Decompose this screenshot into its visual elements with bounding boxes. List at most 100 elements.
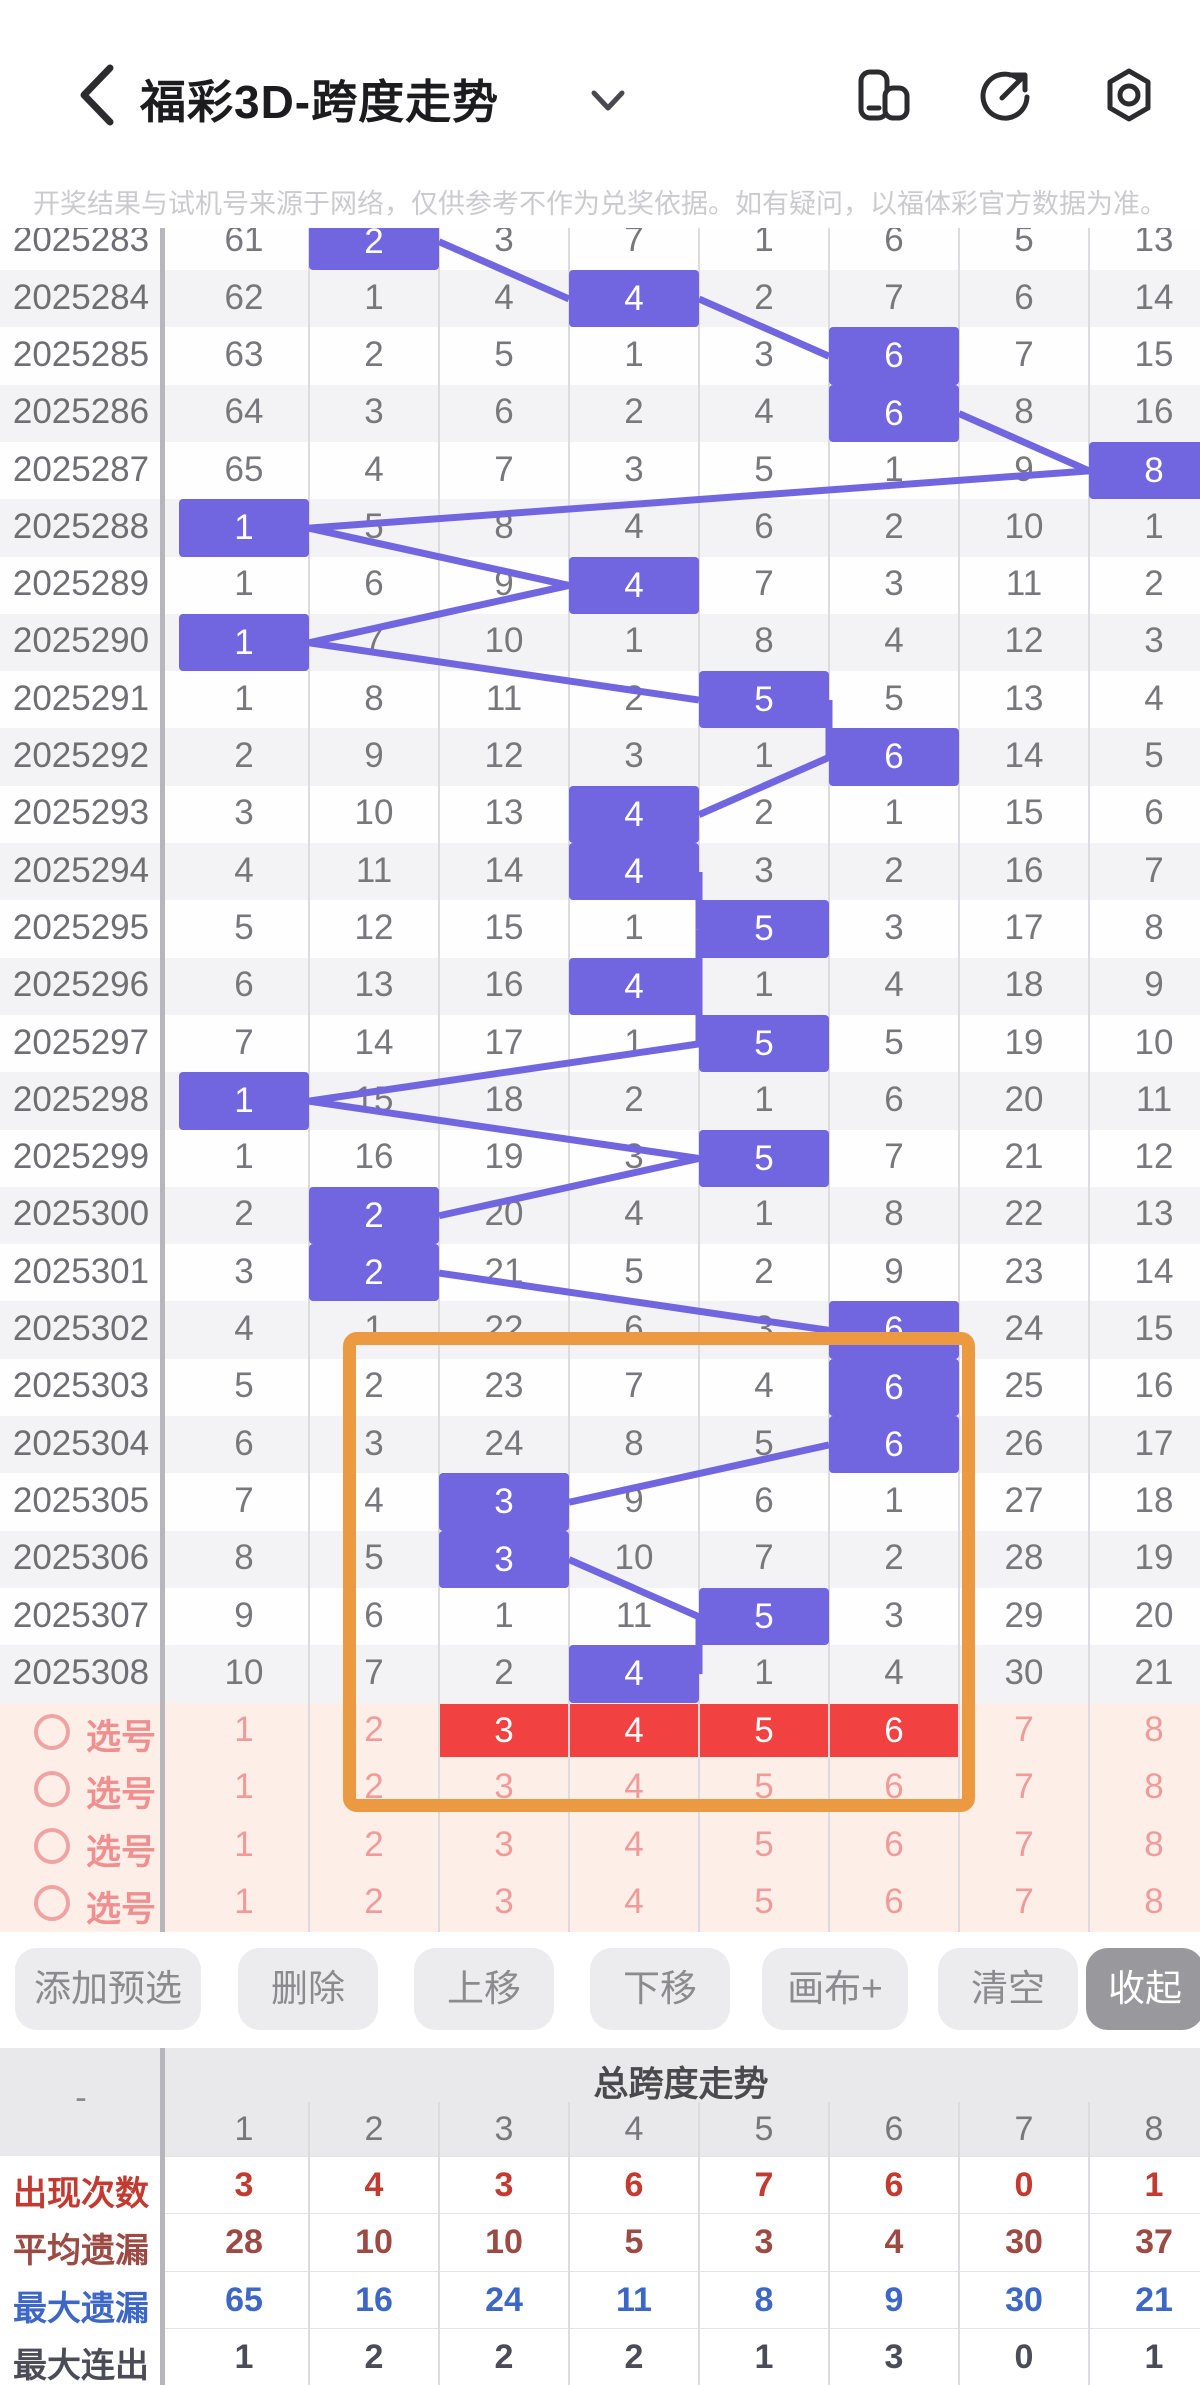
hit-cell: 3: [439, 1530, 569, 1588]
selection-cell-selected[interactable]: 6: [829, 1703, 959, 1757]
miss-value: 21: [1134, 1652, 1174, 1692]
miss-value: 2: [1144, 564, 1164, 604]
stats-header-band: [0, 2048, 1200, 2156]
miss-value: 12: [1004, 621, 1044, 661]
selection-cell[interactable]: 4: [624, 1882, 644, 1922]
selection-cell[interactable]: 1: [234, 1710, 254, 1750]
stats-value: 30: [1005, 2280, 1043, 2319]
selection-cell[interactable]: 7: [1014, 1710, 1034, 1750]
selection-circle-icon[interactable]: [34, 1713, 70, 1750]
period-label: 2025291: [12, 678, 150, 718]
selection-cell[interactable]: 2: [364, 1710, 384, 1750]
period-label: 2025287: [12, 449, 150, 489]
period-label: 2025292: [12, 736, 150, 776]
stats-column-header: 3: [494, 2110, 514, 2148]
share-icon[interactable]: [976, 66, 1034, 124]
stats-column-header: 5: [754, 2110, 774, 2148]
trend-row: [0, 1530, 1200, 1588]
selection-cell[interactable]: 3: [494, 1882, 514, 1922]
miss-value: 62: [224, 277, 264, 317]
selection-cell-selected[interactable]: 5: [699, 1703, 829, 1757]
selection-cell[interactable]: 4: [624, 1824, 644, 1864]
toolbar-button-3[interactable]: 上移: [414, 1948, 554, 2030]
toolbar-button-4[interactable]: 下移: [590, 1948, 730, 2030]
miss-value: 1: [754, 1652, 774, 1692]
stats-row-label: 最大遗漏: [13, 2289, 149, 2328]
selection-cell[interactable]: 7: [1014, 1767, 1034, 1807]
selection-cell-selected[interactable]: 3: [439, 1703, 569, 1757]
miss-value: 7: [624, 228, 644, 260]
chevron-down-icon[interactable]: [588, 88, 628, 114]
toolbar-button-2[interactable]: 删除: [238, 1948, 378, 2030]
period-label: 2025303: [12, 1366, 150, 1406]
selection-cell[interactable]: 3: [494, 1767, 514, 1807]
selection-cell[interactable]: 4: [624, 1767, 644, 1807]
selection-cell[interactable]: 2: [364, 1824, 384, 1864]
selection-cell[interactable]: 8: [1144, 1824, 1164, 1864]
selection-cell[interactable]: 5: [754, 1882, 774, 1922]
selection-cell[interactable]: 8: [1144, 1767, 1164, 1807]
selection-circle-icon[interactable]: [34, 1885, 70, 1922]
miss-value: 2: [234, 1194, 254, 1234]
miss-value: 4: [1144, 678, 1164, 718]
toolbar-button-7[interactable]: 收起: [1086, 1948, 1200, 2030]
stats-value: 10: [355, 2223, 393, 2262]
selection-cell[interactable]: 6: [884, 1824, 904, 1864]
stats-row-divider: [162, 2327, 1200, 2329]
toolbar-button-6[interactable]: 清空: [938, 1948, 1078, 2030]
trend-row: [0, 1014, 1200, 1073]
hit-cell: 5: [699, 1014, 829, 1073]
miss-value: 6: [234, 965, 254, 1005]
selection-cell[interactable]: 2: [364, 1767, 384, 1807]
period-label: 2025300: [12, 1194, 150, 1234]
miss-value: 10: [614, 1538, 654, 1578]
selection-circle-icon[interactable]: [34, 1770, 70, 1807]
toolbar: 添加预选 删除 上移 下移 画布+ 清空 收起: [0, 1932, 1200, 2048]
stats-column-gridline: [958, 2102, 960, 2385]
selection-cell[interactable]: 7: [1014, 1824, 1034, 1864]
selection-cell[interactable]: 7: [1014, 1882, 1034, 1922]
back-icon[interactable]: [74, 62, 118, 128]
miss-value: 3: [1144, 621, 1164, 661]
miss-value: 17: [1004, 907, 1044, 947]
settings-icon[interactable]: [1100, 66, 1158, 124]
selection-cell[interactable]: 6: [884, 1882, 904, 1922]
column-gridline: [958, 228, 960, 1932]
miss-value: 20: [1134, 1595, 1174, 1635]
selection-cell[interactable]: 6: [884, 1767, 904, 1807]
hit-cell: 6: [829, 384, 959, 442]
miss-value: 8: [1144, 907, 1164, 947]
toolbar-button-1[interactable]: 添加预选: [15, 1948, 201, 2030]
stats-row-divider: [162, 2270, 1200, 2272]
hit-cell: 5: [699, 900, 829, 958]
stats-value: 11: [616, 2280, 652, 2319]
selection-cell[interactable]: 8: [1144, 1710, 1164, 1750]
selection-cell[interactable]: 5: [754, 1824, 774, 1864]
selection-cell-selected[interactable]: 4: [569, 1703, 699, 1757]
selection-cell[interactable]: 8: [1144, 1882, 1164, 1922]
hit-cell: 4: [569, 1645, 699, 1703]
miss-value: 3: [754, 334, 774, 374]
selection-cell[interactable]: 1: [234, 1824, 254, 1864]
hit-cell: 1: [179, 499, 309, 557]
period-label: 2025293: [12, 793, 150, 833]
miss-value: 2: [234, 736, 254, 776]
selection-cell[interactable]: 5: [754, 1767, 774, 1807]
miss-value: 5: [494, 334, 514, 374]
selection-cell[interactable]: 2: [364, 1882, 384, 1922]
miss-value: 3: [884, 564, 904, 604]
miss-value: 3: [234, 1251, 254, 1291]
miss-value: 3: [364, 392, 384, 432]
trend-row: [0, 327, 1200, 385]
trend-row: [0, 728, 1200, 786]
selection-circle-icon[interactable]: [34, 1828, 70, 1865]
window-switch-icon[interactable]: [855, 66, 913, 124]
column-gridline: [1088, 228, 1090, 1932]
selection-cell[interactable]: 3: [494, 1824, 514, 1864]
toolbar-button-5[interactable]: 画布+: [762, 1948, 908, 2030]
hit-cell: 4: [569, 556, 699, 614]
hit-cell: 6: [829, 728, 959, 786]
selection-cell[interactable]: 1: [234, 1882, 254, 1922]
selection-cell[interactable]: 1: [234, 1767, 254, 1807]
miss-value: 1: [624, 334, 644, 374]
